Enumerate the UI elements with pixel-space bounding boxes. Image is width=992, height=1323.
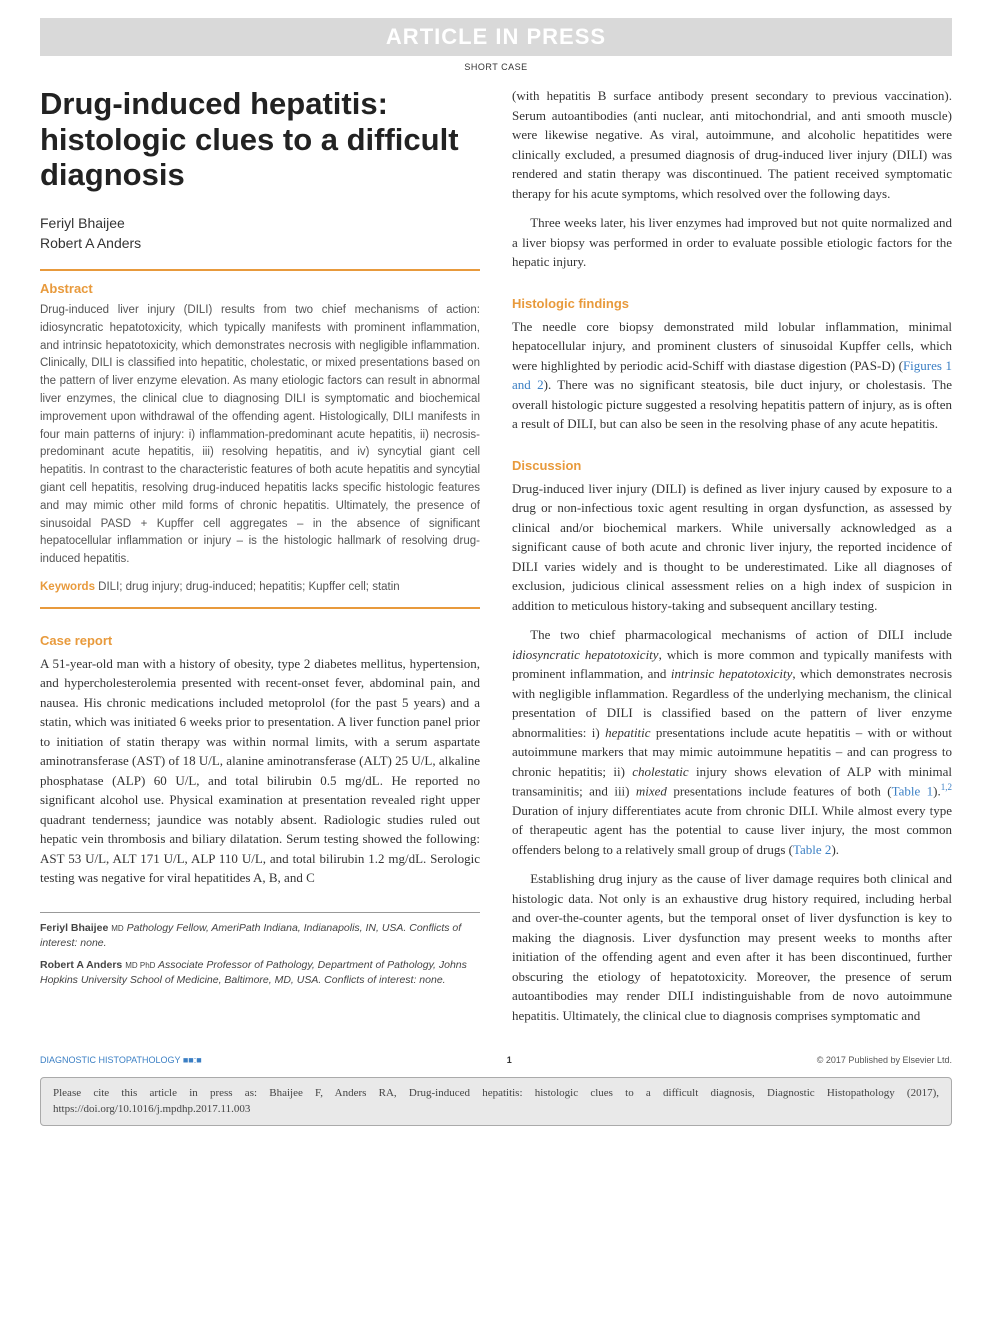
text-span: ). [933, 783, 941, 798]
table-reference-link[interactable]: Table 2 [793, 842, 831, 857]
italic-term: mixed [636, 783, 667, 798]
document-type-label: SHORT CASE [0, 62, 992, 72]
copyright-notice: © 2017 Published by Elsevier Ltd. [817, 1055, 952, 1065]
keywords-value: DILI; drug injury; drug-induced; hepatit… [98, 581, 400, 593]
abstract-heading: Abstract [40, 281, 480, 296]
text-span: The needle core biopsy demonstrated mild… [512, 319, 952, 373]
author-name: Feriyl Bhaijee [40, 215, 480, 231]
discussion-heading: Discussion [512, 458, 952, 473]
page-footer: DIAGNOSTIC HISTOPATHOLOGY ■■:■ 1 © 2017 … [0, 1035, 992, 1073]
histologic-heading: Histologic findings [512, 296, 952, 311]
left-column: Drug-induced hepatitis: histologic clues… [40, 86, 480, 1035]
citation-box: Please cite this article in press as: Bh… [40, 1077, 952, 1126]
discussion-paragraph: Drug-induced liver injury (DILI) is defi… [512, 479, 952, 616]
affiliations-block: Feriyl Bhaijee MD Pathology Fellow, Amer… [40, 912, 480, 988]
case-report-paragraph: A 51-year-old man with a history of obes… [40, 654, 480, 888]
page-number: 1 [507, 1055, 512, 1065]
text-span: presentations include features of both ( [667, 783, 892, 798]
affiliation-entry: Feriyl Bhaijee MD Pathology Fellow, Amer… [40, 921, 480, 950]
italic-term: hepatitic [605, 725, 651, 740]
journal-name: DIAGNOSTIC HISTOPATHOLOGY ■■:■ [40, 1055, 202, 1065]
text-span: The two chief pharmacological mechanisms… [530, 627, 952, 642]
discussion-paragraph: The two chief pharmacological mechanisms… [512, 625, 952, 859]
keywords-line: Keywords DILI; drug injury; drug-induced… [40, 579, 480, 597]
abstract-body: Drug-induced liver injury (DILI) results… [40, 302, 480, 569]
keywords-label: Keywords [40, 581, 95, 593]
article-title: Drug-induced hepatitis: histologic clues… [40, 86, 480, 193]
section-rule [40, 269, 480, 271]
table-reference-link[interactable]: Table 1 [892, 783, 934, 798]
section-rule [40, 607, 480, 609]
italic-term: idiosyncratic hepatotoxicity [512, 647, 659, 662]
two-column-layout: Drug-induced hepatitis: histologic clues… [0, 86, 992, 1035]
citation-reference-link[interactable]: 1,2 [941, 782, 952, 792]
text-span: ). [831, 842, 839, 857]
right-column: (with hepatitis B surface antibody prese… [512, 86, 952, 1035]
continuation-paragraph: Three weeks later, his liver enzymes had… [512, 213, 952, 272]
page: ARTICLE IN PRESS SHORT CASE Drug-induced… [0, 18, 992, 1126]
author-name: Robert A Anders [40, 235, 480, 251]
continuation-paragraph: (with hepatitis B surface antibody prese… [512, 86, 952, 203]
affil-author-name: Feriyl Bhaijee [40, 922, 108, 934]
italic-term: cholestatic [632, 764, 688, 779]
case-report-heading: Case report [40, 633, 480, 648]
affiliation-entry: Robert A Anders MD PhD Associate Profess… [40, 958, 480, 987]
affil-degree: MD [111, 924, 123, 933]
text-span: Duration of injury differentiates acute … [512, 803, 952, 857]
authors-block: Feriyl Bhaijee Robert A Anders [40, 215, 480, 251]
affil-degree: MD PhD [125, 961, 155, 970]
discussion-paragraph: Establishing drug injury as the cause of… [512, 869, 952, 1025]
affil-author-name: Robert A Anders [40, 959, 122, 971]
article-in-press-banner: ARTICLE IN PRESS [40, 18, 952, 56]
histologic-paragraph: The needle core biopsy demonstrated mild… [512, 317, 952, 434]
italic-term: intrinsic hepatotoxicity [671, 666, 792, 681]
text-span: ). There was no significant steatosis, b… [512, 377, 952, 431]
